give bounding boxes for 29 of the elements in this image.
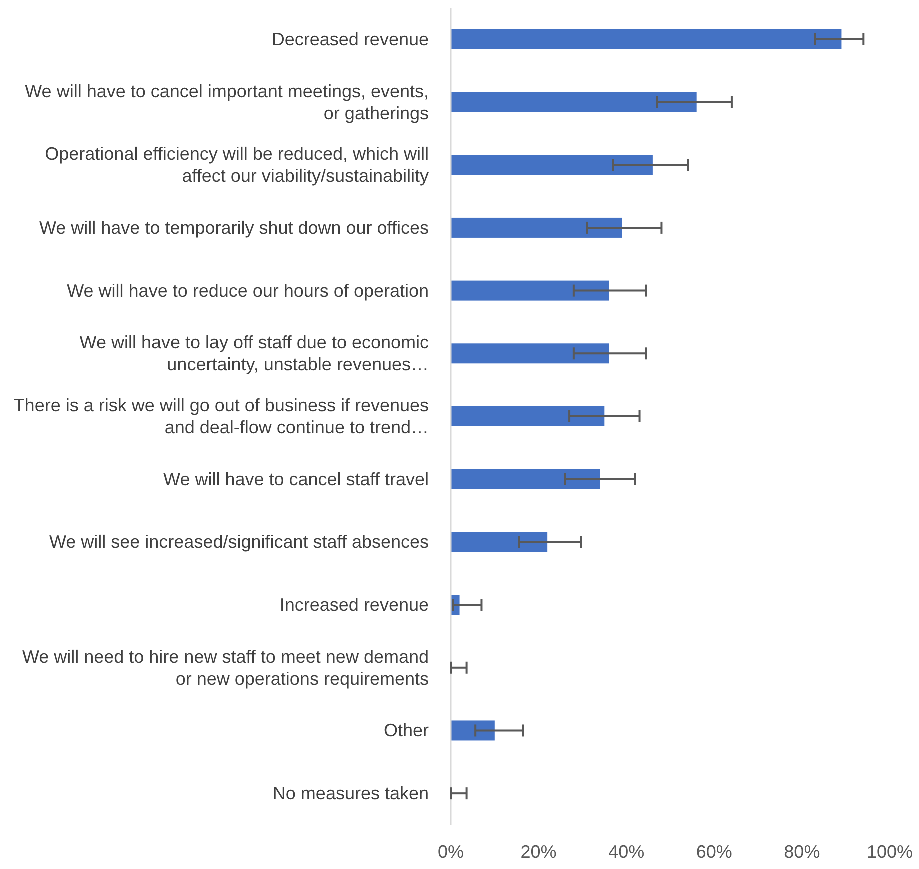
y-tick-label: We will have to reduce our hours of operation xyxy=(67,280,429,301)
x-tick-label: 80% xyxy=(784,842,820,862)
bar xyxy=(451,92,697,112)
bar xyxy=(451,344,610,364)
bar xyxy=(451,532,548,552)
bar xyxy=(451,29,842,50)
bar xyxy=(451,720,495,741)
y-tick-label: There is a risk we will go out of business if revenues and deal-flow continue to trend… xyxy=(14,396,429,438)
y-tick-label: We will have to temporarily shut down our offices xyxy=(39,218,429,238)
y-tick-label: Operational efficiency will be reduced, which will affect our viability/sustainability xyxy=(45,144,429,186)
y-tick-label: We will need to hire new staff to meet new demand or new operations requirements xyxy=(22,646,429,689)
bar xyxy=(451,155,653,176)
x-tick-label: 100% xyxy=(866,842,914,862)
x-tick-label: 60% xyxy=(696,842,732,862)
x-tick-label: 40% xyxy=(608,842,645,862)
y-tick-label: We will see increased/significant staff absences xyxy=(49,532,429,552)
y-tick-label: Decreased revenue xyxy=(272,29,429,50)
y-tick-label: We will have to cancel important meetings, events, or gatherings xyxy=(25,81,429,124)
x-tick-label: 20% xyxy=(520,842,557,862)
bar xyxy=(451,406,605,426)
y-tick-label: We will have to lay off staff due to economic uncertainty, unstable revenues… xyxy=(80,332,429,375)
bar xyxy=(451,218,622,238)
y-tick-label: Other xyxy=(384,720,429,741)
bar xyxy=(451,280,610,301)
x-tick-label: 0% xyxy=(438,842,464,862)
y-tick-label: We will have to cancel staff travel xyxy=(164,469,429,490)
bar xyxy=(451,469,600,490)
y-tick-label: No measures taken xyxy=(272,784,429,804)
y-tick-label: Increased revenue xyxy=(280,595,429,616)
